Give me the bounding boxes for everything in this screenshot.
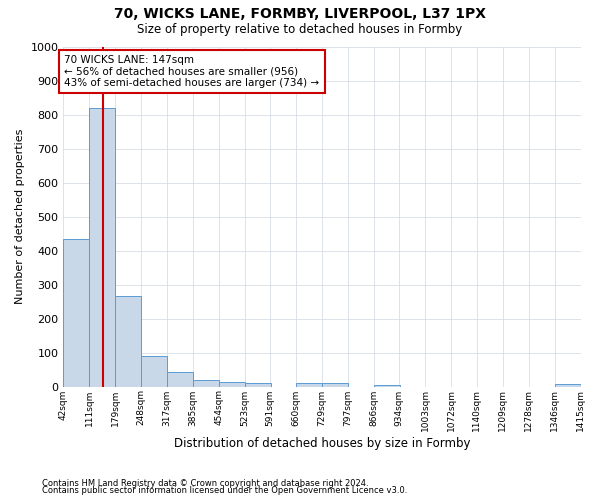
Bar [296,383,322,386]
X-axis label: Distribution of detached houses by size in Formby: Distribution of detached houses by size … [174,437,470,450]
Bar [64,238,89,386]
Bar [89,108,115,386]
Bar [141,356,167,386]
Text: Contains public sector information licensed under the Open Government Licence v3: Contains public sector information licen… [42,486,407,495]
Bar [218,382,245,386]
Text: Contains HM Land Registry data © Crown copyright and database right 2024.: Contains HM Land Registry data © Crown c… [42,478,368,488]
Bar [115,296,141,386]
Bar [167,372,193,386]
Text: 70 WICKS LANE: 147sqm
← 56% of detached houses are smaller (956)
43% of semi-det: 70 WICKS LANE: 147sqm ← 56% of detached … [64,55,319,88]
Y-axis label: Number of detached properties: Number of detached properties [15,129,25,304]
Bar [554,384,581,386]
Bar [245,384,271,386]
Bar [374,385,400,386]
Bar [193,380,218,386]
Bar [322,383,348,386]
Text: Size of property relative to detached houses in Formby: Size of property relative to detached ho… [137,22,463,36]
Text: 70, WICKS LANE, FORMBY, LIVERPOOL, L37 1PX: 70, WICKS LANE, FORMBY, LIVERPOOL, L37 1… [114,8,486,22]
